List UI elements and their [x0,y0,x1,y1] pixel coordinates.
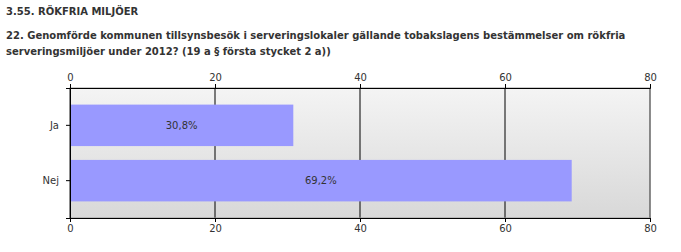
title: 3.55. RÖKFRIA MILJÖER [6,4,666,20]
tick-label: 0 [67,223,73,234]
tick: 40 [354,218,367,234]
y-axis: Ja Nej [43,89,71,219]
tick-label: 60 [499,72,512,83]
tick: 80 [644,218,657,234]
header: 3.55. RÖKFRIA MILJÖER 22. Genomförde kom… [6,4,666,60]
tick-label: 80 [644,223,657,234]
tick: 60 [499,72,512,88]
bar [70,160,572,201]
category-tick [66,125,70,126]
chart-svg: 0 20 40 60 80 0 20 40 60 80 Ja Nej 30,8% 69,2% [0,0,681,252]
tick-label: Nej [43,175,59,186]
tick-mark [650,84,651,88]
tick-mark [360,218,361,222]
x-axis-bottom: 0 20 40 60 80 [67,218,657,234]
tick-label: Ja [49,120,59,131]
tick-label: 20 [209,72,222,83]
tick: Ja [49,120,70,131]
grid [70,88,650,218]
tick-mark [215,84,216,88]
tick-label: 40 [354,223,367,234]
tick-label: 20 [209,223,222,234]
tick: Nej [43,175,70,186]
tick: 40 [354,72,367,88]
data-labels: 30,8% 69,2% [166,120,337,186]
tick: 0 [67,72,73,88]
tick-mark [505,218,506,222]
plot-background [70,88,650,218]
axis-line [66,89,71,219]
chart-root: 3.55. RÖKFRIA MILJÖER 22. Genomförde kom… [0,0,681,252]
tick: 20 [209,72,222,88]
tick-mark [650,218,651,222]
tick-label: 80 [644,72,657,83]
bars [70,105,572,202]
tick-mark [505,84,506,88]
axis-line [71,219,651,223]
tick-mark [360,84,361,88]
category-tick [66,180,70,181]
tick: 0 [67,218,73,234]
tick: 80 [644,72,657,88]
data-label: 69,2% [305,175,337,186]
axis-line [71,84,651,89]
x-axis-top: 0 20 40 60 80 [67,72,657,89]
tick-mark [70,84,71,88]
data-label: 30,8% [166,120,198,131]
tick: 60 [499,218,512,234]
tick-label: 0 [67,72,73,83]
bar [70,105,293,146]
tick-label: 60 [499,223,512,234]
tick: 20 [209,218,222,234]
tick-label: 40 [354,72,367,83]
plot-frame [70,88,650,218]
plot: 0 20 40 60 80 0 20 40 60 80 Ja Nej 30,8% 69,2% [43,72,657,234]
subtitle: 22. Genomförde kommunen tillsynsbesök i … [6,28,666,60]
tick-mark [215,218,216,222]
